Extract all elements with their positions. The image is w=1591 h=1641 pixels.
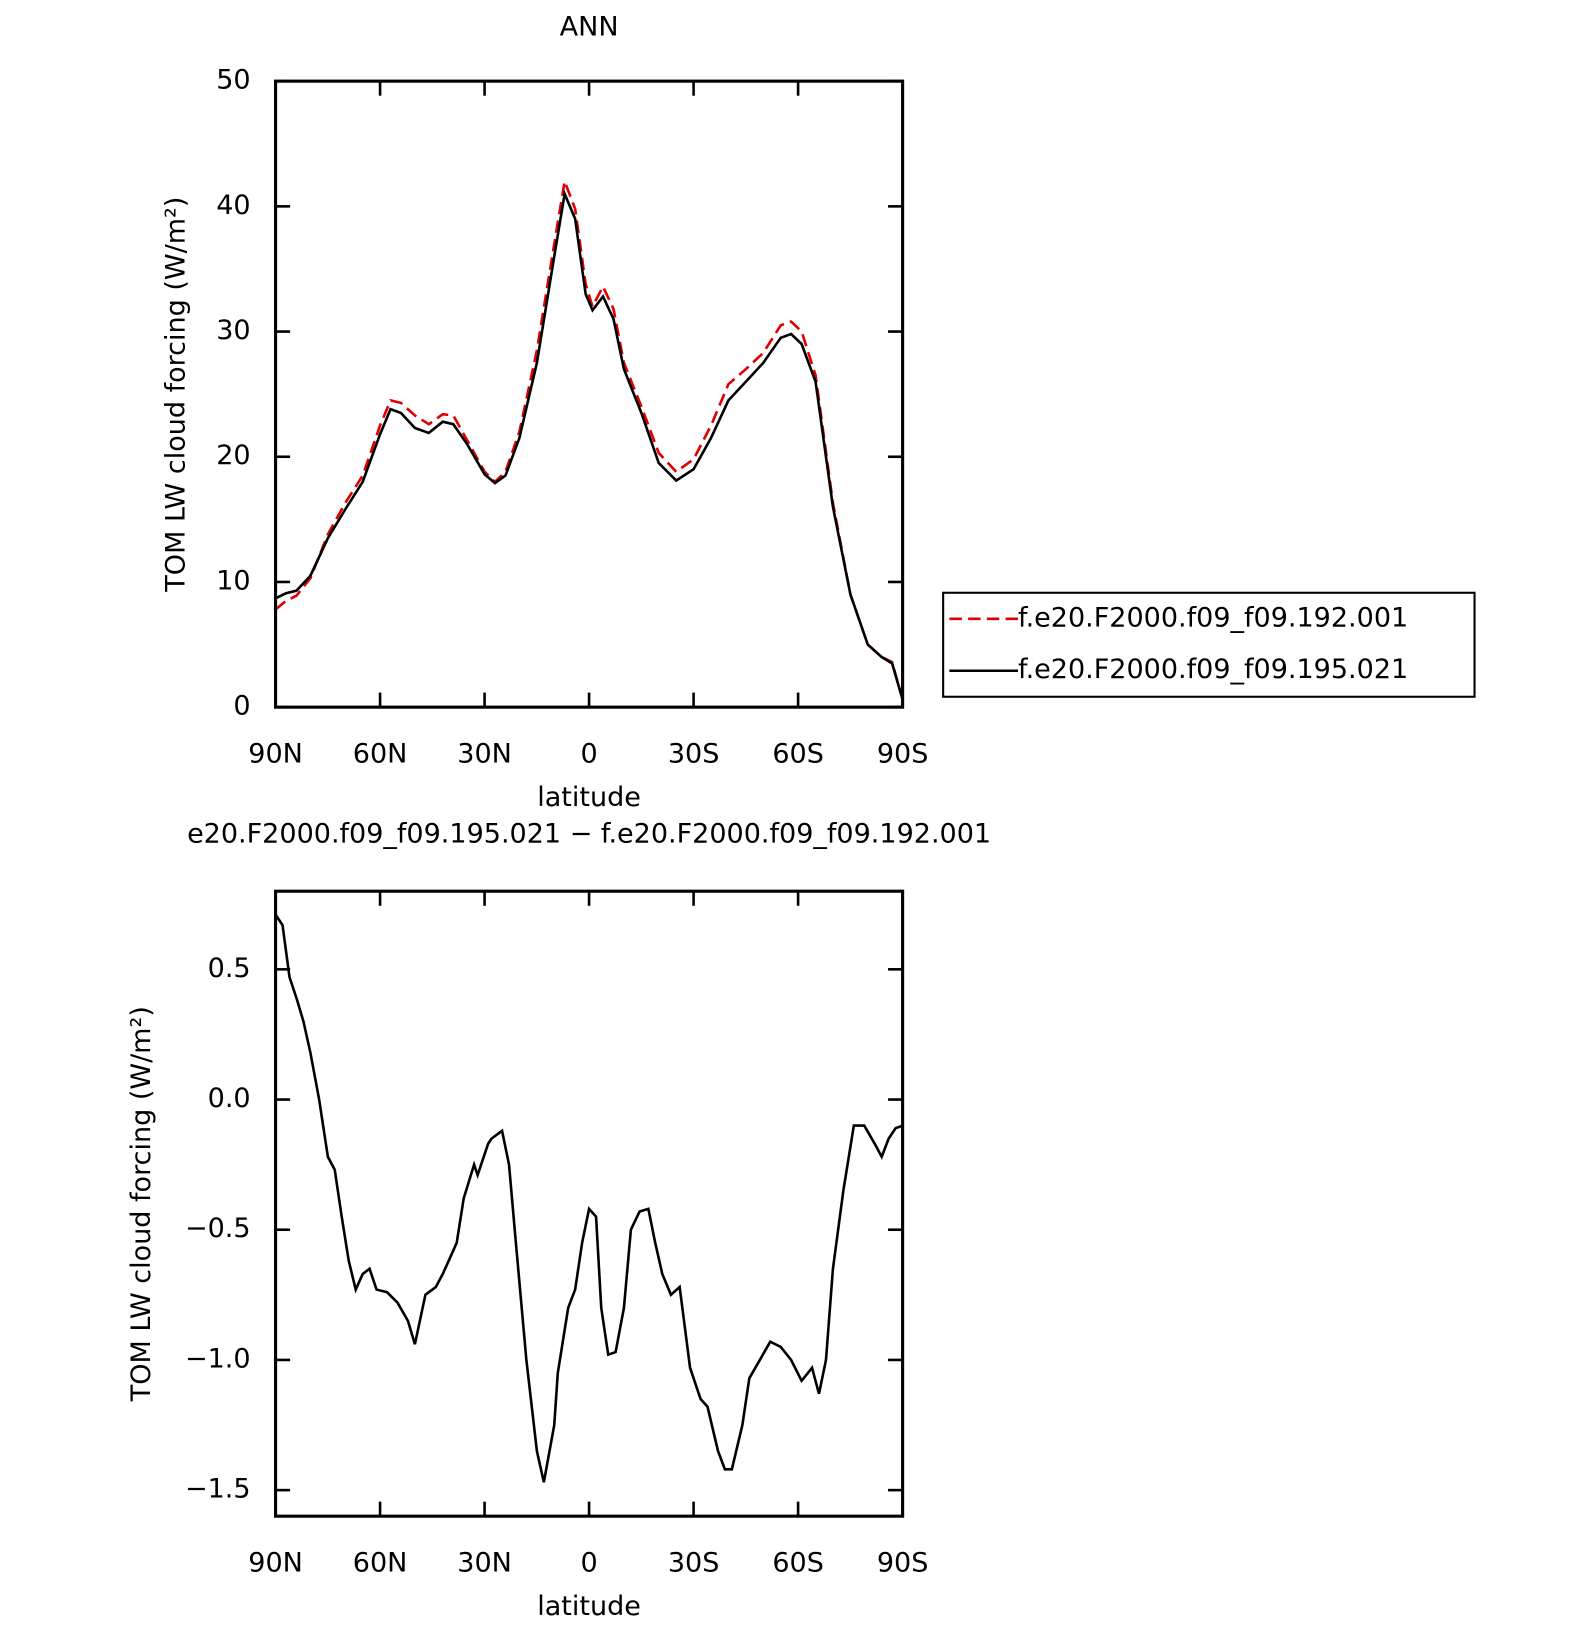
x-tick-label: 60S <box>772 1548 824 1579</box>
x-axis-label: latitude <box>537 1591 641 1622</box>
chart-title: ANN <box>560 12 619 43</box>
x-tick-label: 30S <box>668 738 720 769</box>
data-line <box>274 913 904 1483</box>
y-tick-label: −1.0 <box>185 1343 251 1374</box>
chart-title: e20.F2000.f09_f09.195.021 − f.e20.F2000.… <box>187 819 991 850</box>
y-tick-label: 10 <box>216 565 250 596</box>
x-axis-label: latitude <box>537 782 641 813</box>
plot-frame <box>274 79 905 709</box>
x-tick-label: 60N <box>353 1548 408 1579</box>
x-tick-label: 60N <box>353 738 408 769</box>
x-tick-label: 30S <box>668 1548 720 1579</box>
y-tick-label: 20 <box>216 440 250 471</box>
y-tick-label: −1.5 <box>185 1474 251 1505</box>
data-line <box>274 176 904 701</box>
x-tick-label: 90N <box>248 738 303 769</box>
legend-label: f.e20.F2000.f09_f09.192.001 <box>1018 602 1408 633</box>
legend-label: f.e20.F2000.f09_f09.195.021 <box>1018 654 1408 685</box>
y-tick-label: 0.5 <box>208 953 251 984</box>
x-tick-label: 90S <box>877 738 929 769</box>
y-axis-label: TOM LW cloud forcing (W/m²) <box>126 1006 157 1402</box>
y-tick-label: 0 <box>233 691 250 722</box>
x-tick-label: 90S <box>877 1548 929 1579</box>
y-axis-label: TOM LW cloud forcing (W/m²) <box>160 197 191 593</box>
y-tick-label: −0.5 <box>185 1213 251 1244</box>
x-tick-label: 30N <box>457 1548 512 1579</box>
x-tick-label: 60S <box>772 738 824 769</box>
x-tick-label: 0 <box>580 1548 597 1579</box>
y-tick-label: 30 <box>216 315 250 346</box>
y-tick-label: 0.0 <box>208 1083 251 1114</box>
x-tick-label: 90N <box>248 1548 303 1579</box>
data-line <box>274 189 904 701</box>
y-tick-label: 40 <box>216 190 250 221</box>
x-tick-label: 0 <box>580 738 597 769</box>
plot-frame <box>274 889 905 1518</box>
legend-box <box>942 591 1476 698</box>
y-tick-label: 50 <box>216 65 250 96</box>
x-tick-label: 30N <box>457 738 512 769</box>
